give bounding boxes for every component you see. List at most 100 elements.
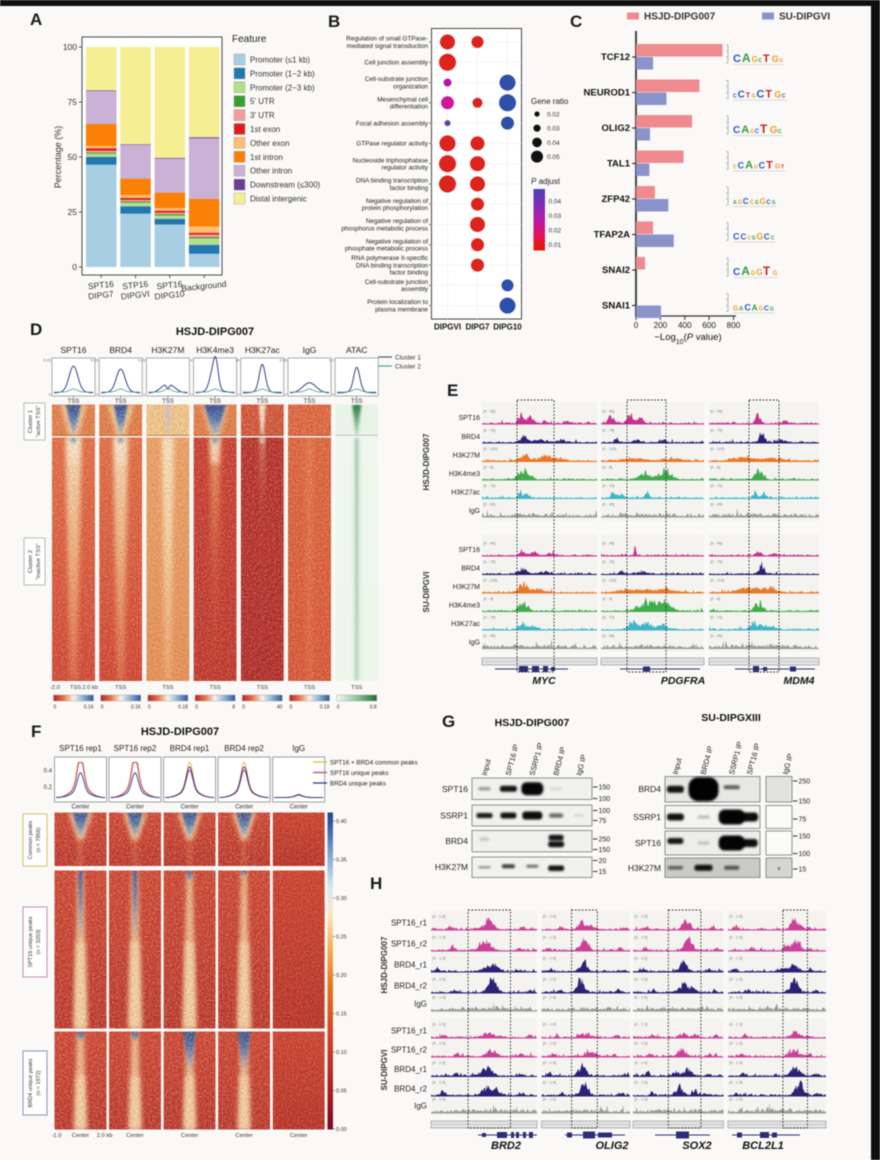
svg-text:[0 - 95]: [0 - 95] (603, 542, 615, 546)
svg-text:IgG: IgG (292, 744, 305, 753)
svg-text:Percentage (%): Percentage (%) (53, 126, 63, 189)
svg-text:G: G (770, 125, 778, 136)
svg-text:organization: organization (393, 83, 428, 90)
svg-text:Feature: Feature (232, 34, 267, 45)
svg-text:G: G (755, 200, 759, 206)
svg-text:[0 - 1.5]: [0 - 1.5] (543, 915, 556, 919)
svg-text:[0 - 1.5]: [0 - 1.5] (433, 978, 446, 982)
svg-text:ZFP42: ZFP42 (601, 194, 630, 205)
svg-text:Cluster 2: Cluster 2 (28, 550, 34, 573)
svg-text:[0 - 1.5]: [0 - 1.5] (543, 1061, 556, 1065)
svg-text:[0 - 8]: [0 - 8] (484, 597, 494, 601)
svg-text:SPT16_r2: SPT16_r2 (391, 1046, 428, 1055)
svg-text:600: 600 (702, 321, 716, 330)
svg-text:SPT16 + BRD4 common peaks: SPT16 + BRD4 common peaks (330, 759, 418, 766)
svg-text:2.0 kb: 2.0 kb (97, 1133, 113, 1139)
svg-text:1st exon: 1st exon (250, 125, 280, 134)
svg-text:(n = 1972): (n = 1972) (36, 1070, 42, 1095)
svg-text:HSJD-DIPG007: HSJD-DIPG007 (495, 717, 570, 729)
svg-text:BCL2L1: BCL2L1 (742, 1140, 784, 1152)
svg-text:G: G (752, 236, 756, 242)
svg-text:OLIG2: OLIG2 (601, 123, 630, 134)
svg-text:0: 0 (238, 393, 240, 397)
svg-text:4: 4 (190, 359, 192, 363)
svg-text:1st intron: 1st intron (250, 153, 283, 162)
svg-text:[0 - 1.5]: [0 - 1.5] (433, 1023, 446, 1027)
svg-text:[0 - 75]: [0 - 75] (603, 560, 615, 564)
svg-text:[0 - 95]: [0 - 95] (484, 503, 496, 507)
svg-text:[0 - 70]: [0 - 70] (484, 616, 496, 620)
svg-text:25: 25 (68, 207, 78, 217)
svg-text:Cluster 1: Cluster 1 (28, 410, 34, 433)
svg-text:[0 - 1.5]: [0 - 1.5] (730, 1081, 743, 1085)
svg-text:Negative regulation of: Negative regulation of (366, 218, 428, 225)
svg-text:SU-DIPGVI: SU-DIPGVI (380, 1050, 389, 1091)
svg-text:G: G (775, 164, 781, 171)
svg-text:BRD4: BRD4 (461, 566, 480, 573)
svg-text:0: 0 (337, 705, 340, 711)
svg-text:SPT16: SPT16 (459, 547, 481, 554)
svg-text:C: C (758, 58, 762, 64)
svg-text:[0 - 70]: [0 - 70] (711, 484, 723, 488)
svg-text:0.25: 0.25 (44, 359, 51, 363)
svg-text:BRD4 unique peaks: BRD4 unique peaks (28, 1058, 34, 1107)
svg-text:[0 - 1.5]: [0 - 1.5] (433, 915, 446, 919)
svg-text:200: 200 (654, 321, 668, 330)
svg-text:H3K4me3: H3K4me3 (449, 471, 480, 478)
svg-text:SNAI1: SNAI1 (602, 301, 631, 312)
svg-text:Center: Center (126, 805, 144, 811)
svg-text:C: C (733, 267, 740, 278)
svg-text:HSJD-DIPG007: HSJD-DIPG007 (176, 326, 254, 338)
svg-text:C: C (747, 236, 751, 242)
svg-text:T: T (760, 122, 768, 136)
svg-text:Promoter (2−3 kb): Promoter (2−3 kb) (250, 83, 315, 92)
svg-text:C: C (764, 306, 769, 313)
svg-text:0.05: 0.05 (336, 1089, 347, 1095)
svg-text:T: T (763, 264, 771, 278)
svg-text:Center: Center (126, 1133, 143, 1139)
svg-text:[0 - 115]: [0 - 115] (603, 579, 617, 583)
svg-text:60: 60 (236, 359, 240, 363)
svg-text:C: C (733, 165, 737, 171)
svg-text:[0 - 115]: [0 - 115] (711, 579, 725, 583)
svg-text:[0 - 1.5]: [0 - 1.5] (433, 1081, 446, 1085)
svg-text:800: 800 (727, 321, 741, 330)
svg-text:C: C (733, 125, 740, 136)
svg-text:DIPGVI: DIPGVI (434, 323, 461, 332)
svg-text:HSJD-DIPG007: HSJD-DIPG007 (380, 936, 389, 993)
svg-text:0.25: 0.25 (138, 359, 145, 363)
svg-text:[0 - 1.5]: [0 - 1.5] (433, 996, 446, 1000)
svg-text:[0 - 8]: [0 - 8] (603, 466, 613, 470)
svg-text:SPT16: SPT16 (459, 415, 481, 422)
svg-text:TSS: TSS (115, 399, 127, 405)
svg-text:−Log10(P value): −Log10(P value) (654, 332, 721, 346)
svg-text:C: C (771, 236, 775, 242)
svg-text:TSS: TSS (115, 685, 126, 691)
svg-text:P adjust: P adjust (531, 177, 561, 186)
svg-text:Background: Background (181, 279, 227, 294)
svg-text:IgG: IgG (414, 1000, 427, 1009)
svg-text:DNA binding transcription: DNA binding transcription (356, 178, 429, 185)
svg-text:TSS: TSS (162, 399, 174, 405)
svg-text:IgG IP: IgG IP (781, 753, 795, 776)
svg-text:0.20: 0.20 (336, 973, 347, 979)
svg-text:150: 150 (599, 847, 611, 854)
svg-text:250: 250 (599, 837, 611, 844)
svg-text:TSS: TSS (209, 685, 220, 691)
svg-text:G: G (773, 271, 778, 277)
svg-text:H3K27M: H3K27M (453, 453, 480, 460)
svg-text:BRD4 IP: BRD4 IP (699, 745, 715, 776)
svg-text:(n = 3203): (n = 3203) (36, 929, 42, 954)
svg-text:ATAC: ATAC (346, 345, 367, 355)
svg-text:C: C (764, 233, 770, 242)
svg-text:"active TSS": "active TSS" (36, 405, 42, 437)
svg-text:Input: Input (480, 757, 493, 776)
svg-text:Center: Center (290, 805, 308, 811)
svg-text:[0 - 95]: [0 - 95] (603, 503, 615, 507)
svg-text:[0 - 95]: [0 - 95] (484, 410, 496, 414)
svg-text:0.01: 0.01 (549, 242, 562, 249)
svg-text:SPT16: SPT16 (87, 279, 114, 292)
svg-text:[0 - 1.5]: [0 - 1.5] (635, 996, 648, 1000)
svg-text:BRD4: BRD4 (638, 784, 661, 794)
svg-text:0: 0 (285, 393, 287, 397)
